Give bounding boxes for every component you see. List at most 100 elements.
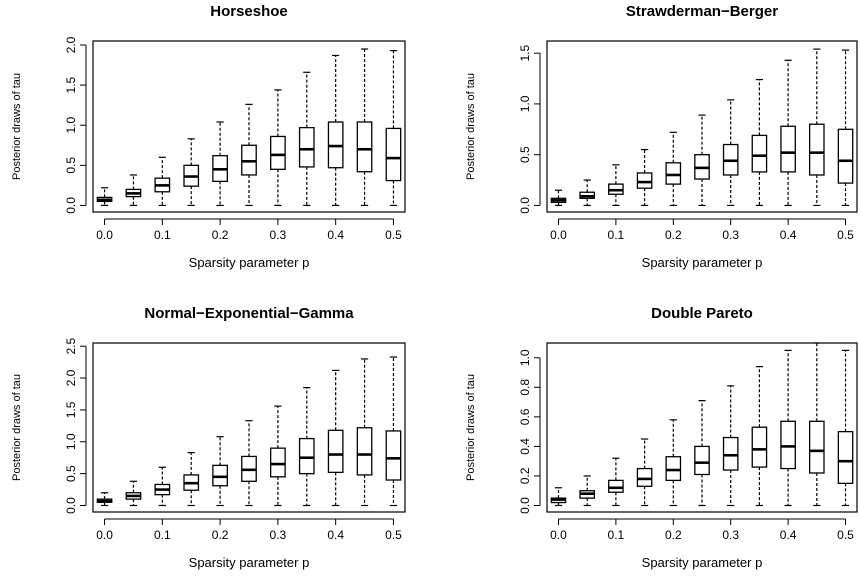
chart-title: Normal−Exponential−Gamma [144, 305, 354, 322]
x-tick-label: 0.0 [550, 528, 567, 542]
chart-title: Double Pareto [651, 305, 753, 322]
chart-title: Strawderman−Berger [626, 3, 778, 20]
y-tick-label: 0.0 [64, 497, 78, 514]
box-iqr [751, 134, 768, 173]
x-tick-label: 0.0 [96, 228, 113, 242]
box-iqr [808, 123, 825, 176]
y-tick-label: 1.5 [518, 45, 532, 62]
x-tick-label: 0.4 [327, 528, 344, 542]
box-0.5 [837, 349, 854, 507]
y-tick-label: 0.5 [64, 157, 78, 174]
y-tick-label: 0.5 [518, 146, 532, 163]
x-tick-label: 0.1 [154, 528, 171, 542]
box-0.45 [356, 358, 373, 507]
box-0.05 [125, 174, 142, 207]
box-iqr [298, 437, 315, 475]
y-tick-label: 0.8 [518, 379, 532, 396]
plot-frame [92, 40, 406, 213]
box-0.2 [665, 419, 682, 507]
box-iqr [270, 135, 286, 170]
box-iqr [837, 128, 854, 184]
box-0.3 [722, 385, 739, 507]
x-tick-label: 0.3 [722, 528, 739, 542]
x-tick-label: 0.5 [385, 228, 402, 242]
x-tick-label: 0.2 [665, 228, 682, 242]
x-tick-label: 0.4 [327, 228, 344, 242]
y-tick-label: 2.5 [64, 338, 78, 355]
plot-frame [546, 342, 858, 513]
box-iqr [385, 127, 402, 182]
x-tick-label: 0.5 [385, 528, 402, 542]
box-0.5 [385, 356, 402, 507]
chart-panel-2: Strawderman−Berger 0.0 0.1 0.2 0.3 0.4 0.5 Spar… [465, 3, 858, 270]
x-tick-label: 0.2 [212, 528, 229, 542]
x-tick-label: 0.3 [270, 528, 287, 542]
box-0.45 [808, 342, 825, 507]
box-0.25 [694, 114, 710, 207]
y-axis-label: Posterior draws of tau [11, 73, 23, 180]
x-tick-label: 0.5 [837, 228, 854, 242]
plot-frame [92, 342, 406, 513]
box-iqr [665, 456, 682, 482]
y-axis-label: Posterior draws of tau [11, 374, 23, 481]
y-tick-label: 1.0 [518, 95, 532, 112]
x-axis-label: Sparsity parameter p [642, 555, 763, 570]
x-tick-label: 0.0 [550, 228, 567, 242]
y-tick-label: 0.0 [518, 497, 532, 514]
x-tick-label: 0.4 [780, 228, 797, 242]
x-tick-label: 0.3 [270, 228, 287, 242]
y-tick-label: 1.0 [518, 349, 532, 366]
box-0.2 [212, 121, 228, 207]
y-tick-label: 0.4 [518, 438, 532, 455]
y-tick-label: 0.0 [518, 197, 532, 214]
box-0.0 [96, 187, 113, 207]
box-0.5 [837, 49, 854, 207]
box-0.35 [751, 78, 768, 207]
box-iqr [636, 467, 653, 487]
box-0.2 [212, 436, 228, 507]
box-0.2 [665, 131, 682, 207]
box-0.3 [722, 99, 739, 207]
y-tick-label: 1.0 [64, 433, 78, 450]
box-iqr [665, 162, 682, 185]
box-iqr [356, 121, 373, 173]
chart-panel-4: Double Pareto 0.0 0.1 0.2 0.3 0.4 0.5 Sparsity … [465, 305, 858, 570]
box-iqr [298, 126, 315, 168]
box-0.4 [780, 349, 796, 507]
x-axis-label: Sparsity parameter p [189, 555, 310, 570]
y-tick-label: 0.0 [64, 197, 78, 214]
x-tick-label: 0.1 [154, 228, 171, 242]
box-0.0 [96, 492, 113, 507]
box-0.0 [550, 189, 567, 207]
box-iqr [694, 445, 710, 476]
box-0.3 [270, 89, 286, 207]
box-0.25 [694, 400, 710, 507]
plot-frame [546, 40, 858, 213]
box-0.4 [327, 369, 344, 507]
box-iqr [385, 430, 402, 481]
y-tick-label: 2.0 [64, 369, 78, 386]
box-0.05 [579, 179, 596, 207]
y-axis-label: Posterior draws of tau [465, 374, 477, 481]
y-tick-label: 0.6 [518, 408, 532, 425]
box-iqr [608, 479, 624, 493]
box-0.1 [154, 156, 171, 207]
box-iqr [837, 430, 854, 484]
box-iqr [780, 125, 796, 173]
box-0.1 [154, 466, 171, 507]
x-tick-label: 0.4 [780, 528, 797, 542]
box-0.4 [780, 59, 796, 207]
box-0.25 [241, 103, 257, 207]
x-axis-label: Sparsity parameter p [642, 255, 763, 270]
box-iqr [356, 427, 373, 476]
chart-title: Horseshoe [210, 3, 288, 20]
y-tick-label: 1.0 [64, 117, 78, 134]
y-tick-label: 1.5 [64, 401, 78, 418]
box-0.25 [241, 420, 257, 507]
box-0.45 [356, 48, 373, 207]
box-0.05 [125, 480, 142, 507]
box-0.15 [636, 438, 653, 507]
y-tick-label: 0.5 [64, 465, 78, 482]
y-axis-label: Posterior draws of tau [465, 73, 477, 180]
box-0.35 [751, 366, 768, 507]
